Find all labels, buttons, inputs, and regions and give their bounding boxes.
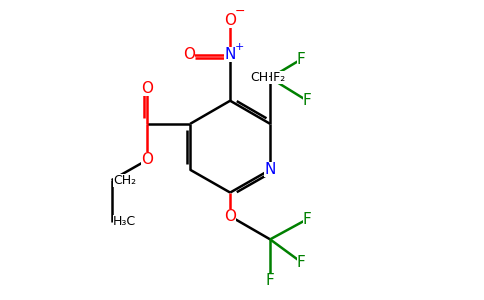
Text: N: N — [225, 47, 236, 62]
Text: +: + — [234, 42, 243, 52]
Text: O: O — [182, 47, 195, 62]
Text: N: N — [264, 162, 276, 177]
Text: CHF₂: CHF₂ — [255, 71, 285, 84]
Text: O: O — [141, 152, 153, 167]
Text: F: F — [303, 212, 312, 227]
Text: O: O — [224, 209, 236, 224]
Text: O: O — [224, 13, 236, 28]
Text: F: F — [297, 52, 305, 67]
Text: O: O — [141, 81, 153, 96]
Text: F: F — [266, 273, 274, 288]
Text: H₃C: H₃C — [113, 215, 136, 228]
Text: −: − — [234, 5, 245, 18]
Text: CH: CH — [251, 71, 269, 84]
Text: F: F — [297, 255, 305, 270]
Text: CH₂: CH₂ — [113, 174, 136, 187]
Text: F: F — [303, 93, 312, 108]
